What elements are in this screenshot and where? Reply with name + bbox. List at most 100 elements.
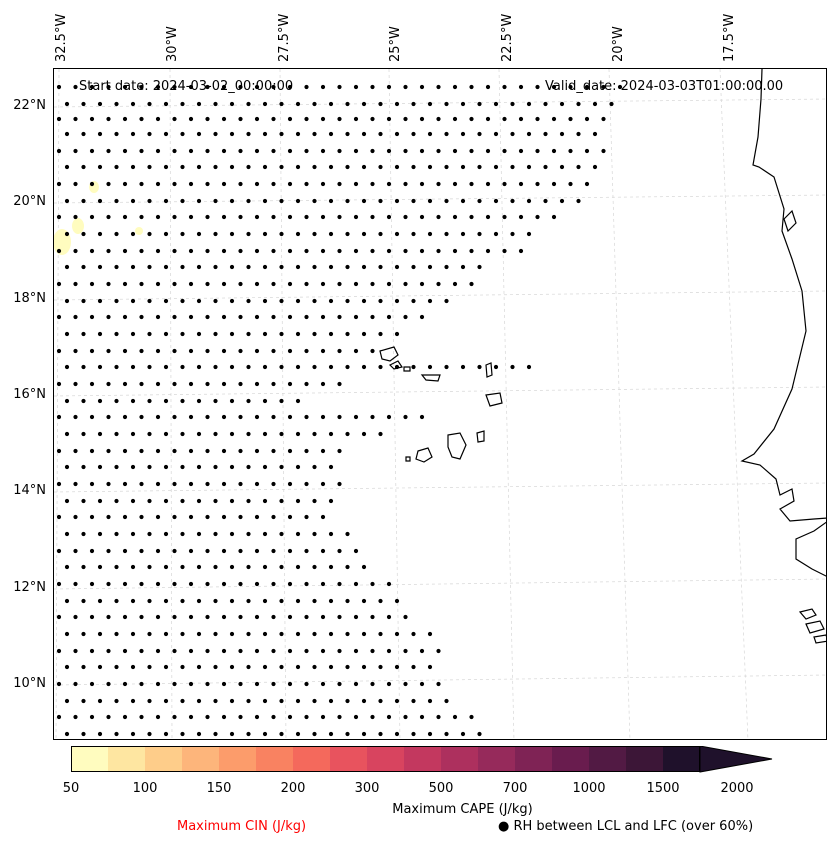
rh-dot [361, 631, 367, 637]
rh-dot [64, 264, 70, 270]
rh-dot [320, 348, 326, 354]
rh-dot [271, 314, 276, 320]
rh-dot [444, 298, 449, 304]
rh-dot [312, 598, 317, 604]
rh-dot [114, 498, 119, 504]
rh-dot [378, 164, 383, 170]
rh-dot [64, 731, 70, 737]
rh-dot [89, 514, 95, 520]
rh-dot [64, 564, 70, 570]
rh-dot [73, 314, 78, 320]
rh-dot [394, 231, 400, 237]
rh-dot [345, 264, 350, 270]
coastline [379, 69, 826, 644]
rh-dot [394, 331, 400, 337]
rh-dot [320, 681, 326, 687]
rh-dot [386, 414, 392, 420]
rh-dot [246, 431, 251, 437]
rh-dot [122, 248, 128, 254]
rh-dot [378, 631, 383, 637]
rh-dot [262, 298, 268, 304]
rh-dot [229, 198, 235, 204]
rh-dot [279, 498, 284, 504]
rh-dot [279, 101, 284, 107]
rh-dot [419, 281, 425, 287]
rh-dot [73, 581, 78, 587]
rh-dot [229, 331, 235, 337]
rh-dot [130, 698, 136, 704]
rh-dot [271, 681, 276, 687]
rh-dot [81, 101, 86, 107]
rh-dot [196, 464, 202, 470]
rh-dot [246, 164, 251, 170]
rh-dot [130, 464, 136, 470]
rh-dot [147, 264, 152, 270]
rh-dot [106, 581, 111, 587]
africa-coastline [740, 69, 826, 522]
rh-dot [64, 498, 70, 504]
rh-dot [345, 564, 350, 570]
rh-dot [328, 731, 334, 737]
rh-dot [196, 101, 202, 107]
rh-dot [221, 681, 227, 687]
rh-dot [262, 664, 268, 670]
rh-dot [56, 481, 62, 487]
rh-dot [403, 648, 408, 654]
rh-dot [229, 631, 235, 637]
rh-dot [246, 664, 251, 670]
rh-dot [493, 231, 499, 237]
rh-dot [130, 331, 136, 337]
rh-dot [172, 548, 177, 554]
rh-dot [89, 614, 95, 620]
rh-dot [205, 414, 210, 420]
rh-dot [89, 381, 95, 387]
rh-dot [361, 598, 367, 604]
rh-dot [386, 116, 392, 122]
rh-dot [469, 84, 474, 90]
rh-dot [485, 84, 491, 90]
rh-dot [262, 164, 268, 170]
rh-dot [56, 448, 62, 454]
rh-dot [155, 614, 161, 620]
rh-dot [345, 331, 350, 337]
rh-dot [188, 214, 194, 220]
rh-dot [196, 698, 202, 704]
rh-dot [56, 314, 62, 320]
rh-dot [97, 101, 103, 107]
rh-dot [370, 214, 375, 220]
rh-dot [81, 731, 86, 737]
rh-dot [394, 198, 400, 204]
rh-dot [122, 314, 128, 320]
rh-dot [163, 131, 169, 137]
rh-dot [304, 614, 309, 620]
rh-dot [304, 514, 309, 520]
rh-dot [254, 84, 260, 90]
rh-dot [403, 314, 408, 320]
rh-dot [155, 281, 161, 287]
rh-dot [73, 481, 78, 487]
rh-dot [526, 198, 532, 204]
rh-dot [163, 331, 169, 337]
rh-dot [254, 314, 260, 320]
rh-dot [246, 364, 251, 370]
rh-dot [510, 164, 515, 170]
colorbar-segment [330, 746, 368, 772]
rh-dot [361, 198, 367, 204]
rh-dot [427, 364, 433, 370]
rh-dot [221, 514, 227, 520]
rh-dot [221, 248, 227, 254]
rh-dot [147, 101, 152, 107]
rh-dot [147, 464, 152, 470]
rh-dot [97, 731, 103, 737]
rh-dot [89, 214, 95, 220]
rh-dot [370, 281, 375, 287]
rh-dot [172, 314, 177, 320]
rh-dot [213, 101, 218, 107]
rh-legend: ● RH between LCL and LFC (over 60%) [498, 819, 753, 834]
rh-dot [427, 131, 433, 137]
map-panel[interactable] [53, 68, 827, 740]
rh-dot [205, 116, 210, 122]
rh-dot [172, 414, 177, 420]
rh-dot [122, 648, 128, 654]
rh-dot [205, 548, 210, 554]
